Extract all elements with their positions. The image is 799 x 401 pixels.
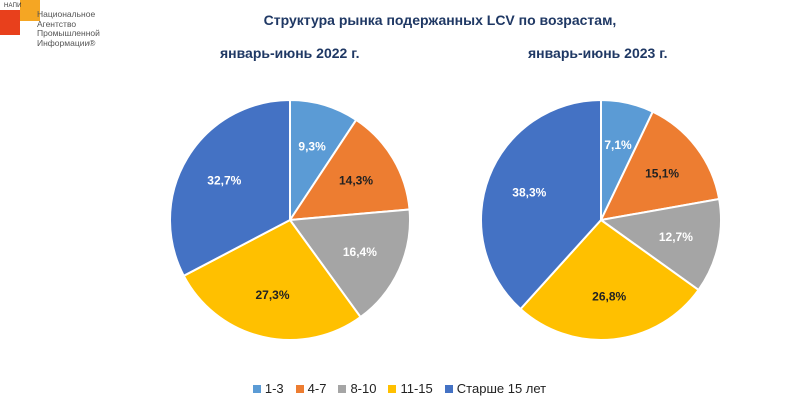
logo-red-square (0, 10, 20, 35)
legend-swatch (388, 384, 397, 393)
legend-item-4-7: 4-7 (295, 381, 327, 396)
legend-item-11-15: 11-15 (388, 381, 433, 396)
napi-logo: НАПИ Национальное Агентство Промышленной… (0, 0, 110, 52)
data-label-2023-11-15: 26,8% (592, 289, 626, 303)
data-label-2022-11-15: 27,3% (255, 288, 289, 302)
legend-item-15-plus: Старше 15 лет (444, 381, 547, 396)
pie-slice-2022-11-15 (182, 218, 362, 341)
legend-swatch (295, 384, 304, 393)
pie-slice-2023-8-10 (598, 197, 722, 292)
data-label-2022-8-10: 16,4% (343, 245, 377, 259)
data-label-2023-15-plus: 38,3% (512, 185, 546, 199)
pie-slice-2022-8-10 (288, 208, 411, 319)
pie-slice-2022-4-7 (288, 118, 411, 222)
pie-title-2023: январь-июнь 2023 г. (528, 45, 668, 61)
legend-label: 8-10 (350, 381, 377, 396)
legend-swatch (338, 384, 347, 393)
chart-title: Структура рынка подержанных LCV по возра… (263, 12, 617, 28)
logo-abbreviation: НАПИ (4, 3, 22, 9)
legend-label: Старше 15 лет (456, 381, 547, 396)
data-label-2022-4-7: 14,3% (339, 174, 373, 188)
pie-slice-2023-11-15 (519, 218, 700, 341)
legend-label: 11-15 (400, 381, 433, 396)
legend-label: 1-3 (264, 381, 284, 396)
data-label-2023-4-7: 15,1% (645, 167, 679, 181)
logo-orange-square (20, 0, 40, 21)
legend-item-1-3: 1-3 (252, 381, 284, 396)
pie-slice-2023-4-7 (599, 110, 721, 222)
legend: 1-3 4-7 8-10 11-15 Старше 15 лет (0, 381, 799, 396)
legend-swatch (252, 384, 261, 393)
legend-swatch (444, 384, 453, 393)
data-label-2023-1-3: 7,1% (604, 138, 632, 152)
legend-label: 4-7 (307, 381, 327, 396)
logo-text: Национальное Агентство Промышленной Инфо… (37, 9, 100, 48)
pie-slice-2023-15-plus (480, 98, 602, 311)
data-label-2022-15-plus: 32,7% (207, 173, 241, 187)
legend-item-8-10: 8-10 (338, 381, 376, 396)
pie-title-2022: январь-июнь 2022 г. (220, 45, 360, 61)
data-label-2023-8-10: 12,7% (659, 230, 693, 244)
pie-slice-2022-15-plus (169, 98, 291, 278)
data-label-2022-1-3: 9,3% (298, 140, 326, 154)
